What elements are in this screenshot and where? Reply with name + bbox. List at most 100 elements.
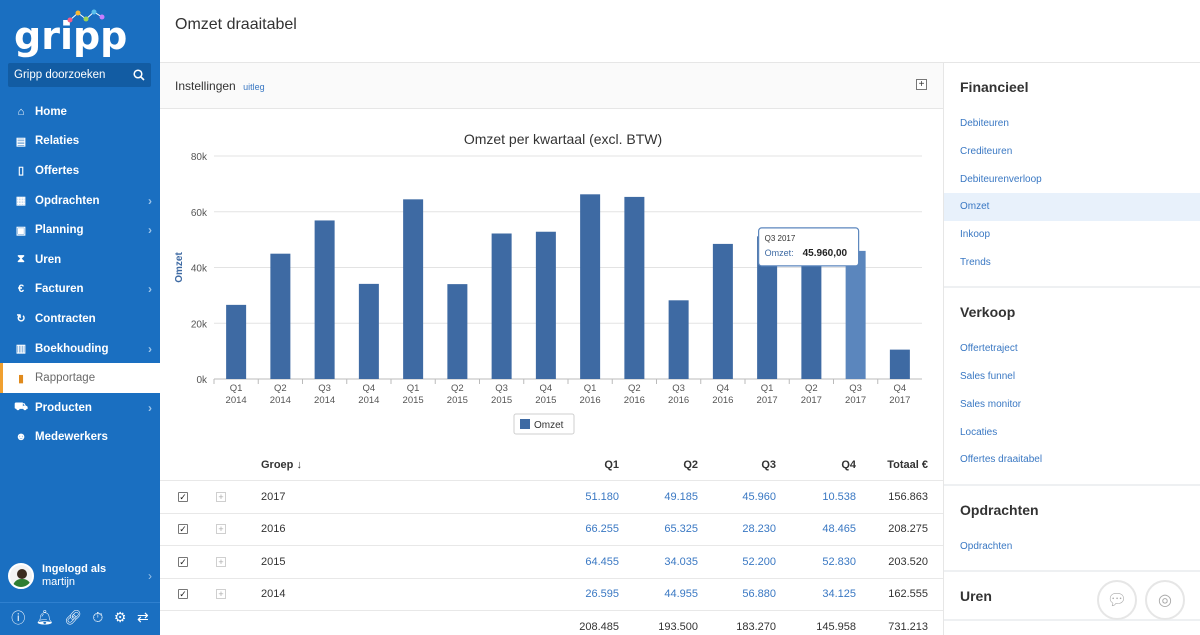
row-q4-link[interactable]: 34.125 (822, 588, 856, 601)
shuffle-icon[interactable]: ⇄ (136, 609, 149, 625)
x-tick-label: Q4 (894, 383, 907, 394)
bar (358, 283, 379, 379)
col-header-total[interactable]: Totaal € (887, 459, 928, 471)
row-q3-link[interactable]: 52.200 (742, 555, 776, 568)
help-link[interactable]: uitleg (243, 82, 265, 92)
row-group: 2016 (261, 523, 286, 536)
settings-label[interactable]: Instellingen (175, 79, 236, 93)
report-link[interactable]: Opdrachten (960, 540, 1013, 552)
link-icon[interactable]: 🔗︎ (64, 609, 82, 625)
row-total: 208.275 (888, 523, 928, 536)
x-tick-label: 2015 (491, 395, 512, 406)
report-link[interactable]: Crediteuren (960, 146, 1013, 158)
row-checkbox[interactable]: ✓ (178, 524, 188, 535)
chat-icon[interactable]: 💬︎ (1097, 580, 1137, 620)
sidebar-item-home[interactable]: ⌂ Home (0, 97, 160, 127)
col-header-q1[interactable]: Q1 (604, 459, 619, 471)
col-header-q3[interactable]: Q3 (761, 459, 776, 471)
tooltip-value: 45.960,00 (803, 248, 848, 259)
col-header-q4[interactable]: Q4 (841, 459, 856, 471)
clipboard-icon: ▦ (15, 195, 27, 208)
row-expand-button[interactable]: + (216, 556, 226, 568)
timer-icon[interactable]: ⏱︎ (92, 609, 104, 625)
sidebar-item-label: Relaties (35, 135, 80, 148)
info-icon[interactable]: ⓘ (11, 609, 26, 626)
report-link[interactable]: Debiteuren (960, 118, 1009, 130)
x-tick-label: Q1 (230, 383, 243, 394)
total-q1: 208.485 (579, 621, 619, 634)
row-expand-button[interactable]: + (216, 588, 226, 600)
report-link[interactable]: Sales monitor (960, 398, 1022, 410)
sidebar-item-boekhouding[interactable]: ▥ Boekhouding › (0, 334, 160, 364)
sidebar-item-producten[interactable]: ⛟ Producten › (0, 393, 160, 423)
row-q4-link[interactable]: 52.830 (822, 555, 856, 568)
report-link[interactable]: Locaties (960, 426, 998, 438)
row-group: 2017 (261, 490, 286, 503)
search-input[interactable]: Gripp doorzoeken (8, 63, 151, 87)
sidebar-item-contracten[interactable]: ↻ Contracten (0, 304, 160, 334)
row-q4-link[interactable]: 48.465 (822, 523, 856, 536)
col-header-q2[interactable]: Q2 (683, 459, 698, 471)
row-checkbox[interactable]: ✓ (178, 491, 188, 502)
row-q2-link[interactable]: 49.185 (664, 490, 698, 503)
row-checkbox[interactable]: ✓ (178, 589, 188, 600)
row-expand-button[interactable]: + (216, 491, 226, 503)
row-q1-link[interactable]: 64.455 (585, 555, 619, 568)
x-tick-label: 2017 (757, 395, 778, 406)
sidebar-item-planning[interactable]: ▣ Planning › (0, 215, 160, 245)
sidebar-item-offertes[interactable]: ▯ Offertes (0, 156, 160, 186)
row-q3-link[interactable]: 28.230 (742, 523, 776, 536)
header-divider (160, 62, 1200, 63)
row-q1-link[interactable]: 26.595 (585, 588, 619, 601)
user-panel[interactable]: Ingelogd als martijn › (0, 555, 160, 597)
total-q4: 145.958 (816, 621, 856, 634)
sidebar-item-rapportage[interactable]: ▮ Rapportage (0, 363, 160, 393)
reports-panel: Financieel Debiteuren Crediteuren Debiteure… (944, 63, 1200, 622)
report-link[interactable]: Offertes draaitabel (960, 454, 1043, 466)
row-checkbox[interactable]: ✓ (178, 556, 188, 567)
book-icon: ▥ (15, 343, 27, 356)
x-tick-label: 2017 (845, 395, 866, 406)
y-tick-label: 60k (191, 208, 208, 219)
row-q1-link[interactable]: 51.180 (585, 490, 619, 503)
row-q2-link[interactable]: 44.955 (664, 588, 698, 601)
report-link[interactable]: Omzet (944, 193, 1200, 221)
bar (226, 304, 247, 379)
row-q2-link[interactable]: 65.325 (664, 523, 698, 536)
report-link[interactable]: Offertetraject (960, 343, 1018, 355)
chevron-right-icon: › (148, 569, 152, 583)
row-q3-link[interactable]: 56.880 (742, 588, 776, 601)
sidebar-item-relaties[interactable]: ▤ Relaties (0, 127, 160, 157)
sidebar-item-facturen[interactable]: € Facturen › (0, 275, 160, 305)
row-q4-link[interactable]: 10.538 (822, 490, 856, 503)
row-q1-link[interactable]: 66.255 (585, 523, 619, 536)
sidebar-item-opdrachten[interactable]: ▦ Opdrachten › (0, 186, 160, 216)
support-icon[interactable]: ◎ (1145, 580, 1185, 620)
bar (535, 231, 556, 379)
y-tick-label: 20k (191, 319, 208, 330)
total-q3: 183.270 (736, 621, 776, 634)
row-q3-link[interactable]: 45.960 (742, 490, 776, 503)
section-title: Verkoop (960, 304, 1016, 321)
col-header-group[interactable]: Groep ↓ (261, 459, 302, 471)
report-link[interactable]: Inkoop (960, 229, 991, 241)
bell-icon[interactable]: 🔔︎ (35, 609, 54, 625)
expand-settings-button[interactable]: + (916, 79, 927, 90)
sidebar-item-medewerkers[interactable]: ☻ Medewerkers (0, 423, 160, 453)
search-icon[interactable] (133, 69, 145, 81)
report-link[interactable]: Trends (960, 256, 991, 268)
row-q2-link[interactable]: 34.035 (664, 555, 698, 568)
table-row: ✓ +2014 26.595 44.955 56.880 34.125 162.555 (160, 579, 943, 611)
sidebar-item-label: Boekhouding (35, 342, 109, 355)
sidebar-item-uren[interactable]: ⧗ Uren (0, 245, 160, 275)
x-tick-label: Q1 (761, 383, 774, 394)
gear-icon[interactable]: ⚙ (113, 609, 127, 625)
bar (801, 241, 822, 379)
x-tick-label: Q3 (495, 383, 508, 394)
panel-divider (943, 63, 944, 635)
report-link[interactable]: Sales funnel (960, 371, 1016, 383)
address-book-icon: ▤ (15, 135, 27, 148)
report-link[interactable]: Debiteurenverloop (960, 173, 1042, 185)
sidebar-item-label: Producten (35, 401, 92, 414)
row-expand-button[interactable]: + (216, 523, 226, 535)
